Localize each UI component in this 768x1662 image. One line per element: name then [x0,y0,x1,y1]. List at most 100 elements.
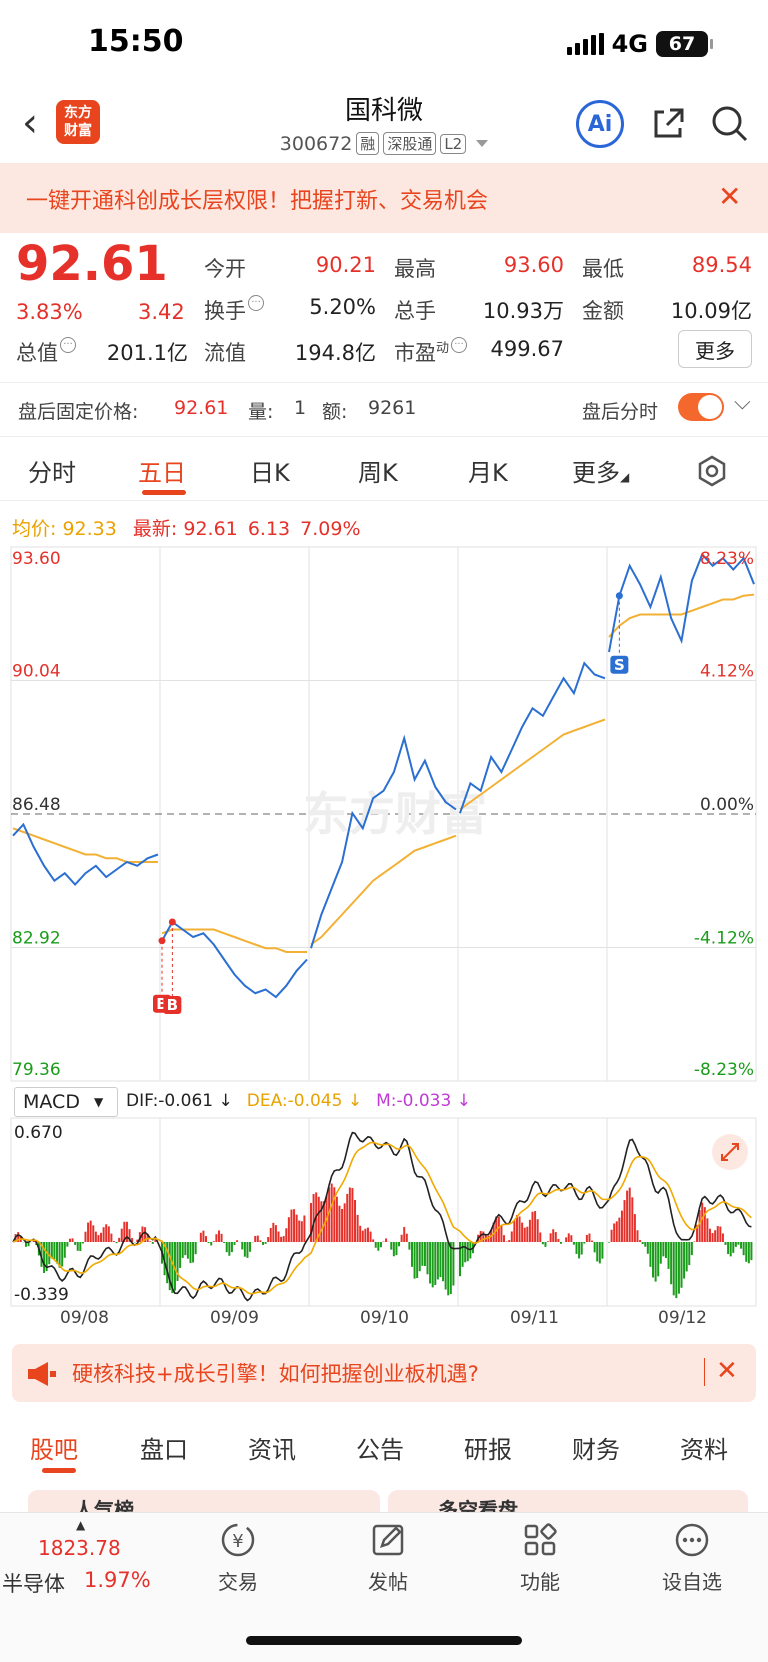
tab-research[interactable]: 研报 [464,1436,512,1464]
after-hours-toggle[interactable] [678,393,724,421]
index-value[interactable]: 1823.78 [38,1536,121,1560]
macd-dea-line [12,1141,752,1295]
tab-profile[interactable]: 资料 [680,1436,728,1464]
avg-value: 92.33 [62,518,117,540]
chevron-down-icon[interactable]: ⌵ [734,390,751,415]
open-value: 90.21 [315,253,376,277]
tab-financials[interactable]: 财务 [572,1436,620,1464]
signal-icon [566,33,604,55]
stock-code: 300672 [279,132,353,155]
tab-announcements[interactable]: 公告 [356,1436,404,1464]
price-line [161,920,308,999]
info-icon[interactable]: ··· [60,337,76,353]
price-line [608,552,755,653]
settings-gear-icon[interactable] [696,455,728,487]
high-value: 93.60 [503,253,564,277]
macd-bottom-label: -0.339 [14,1285,69,1305]
back-icon[interactable]: ‹ [22,100,38,146]
after-hours-amt: 9261 [368,397,417,419]
megaphone-icon [28,1362,56,1386]
float-cap-value: 194.8亿 [294,341,376,365]
index-name[interactable]: 半导体 [2,1572,65,1596]
expand-icon[interactable] [721,1143,739,1161]
y-tick-label: 90.04 [12,662,61,682]
share-icon[interactable] [650,104,688,142]
after-hours-vol-label: 量: [248,401,274,423]
change-percent: 3.83% [16,300,83,324]
turnover-label[interactable]: 换手 ··· [204,295,264,325]
five-day-chart[interactable]: 东方财富 BB S 93.60 8.23% 90.04 4.12% 86.48 0.00% 8… [0,540,768,1320]
after-hours-label: 盘后固定价格: [18,401,139,423]
y-tick-label: 82.92 [12,929,61,949]
divider [0,436,768,437]
promo-banner[interactable] [0,163,768,233]
functions-label: 功能 [520,1570,560,1594]
close-icon[interactable]: ✕ [716,1356,738,1386]
edit-icon [372,1524,404,1556]
y-tick-label: 86.48 [12,795,61,815]
tab-news[interactable]: 资讯 [248,1436,296,1464]
post-button[interactable]: 发帖 [328,1520,448,1595]
divider [0,382,768,383]
after-hours-vol: 1 [294,397,307,419]
battery-icon: 67 [656,31,713,57]
after-hours-price: 92.61 [174,397,229,419]
long-short-card[interactable]: 多空看盘 [388,1490,748,1522]
y-pct-label: 8.23% [700,549,754,569]
total-cap-value: 201.1亿 [106,341,188,365]
current-price: 92.61 [16,236,168,292]
svg-text:¥: ¥ [232,1531,243,1552]
search-icon[interactable] [710,104,750,144]
y-pct-label: 4.12% [700,662,754,682]
open-label: 今开 [204,257,246,281]
avg-label: 均价: [12,518,57,540]
tab-weekly-k[interactable]: 周K [358,459,398,487]
tab-intraday[interactable]: 分时 [28,459,76,487]
popularity-card[interactable]: 人气榜 [28,1490,380,1522]
high-label: 最高 [394,257,436,281]
date-label: 09/08 [60,1308,109,1328]
info-icon[interactable]: ··· [451,337,468,353]
total-cap-label[interactable]: 总值 ··· [16,337,76,367]
volume-label: 总手 [394,299,436,323]
dropdown-caret-icon [476,140,489,147]
tab-more[interactable]: 更多◢ [572,459,630,487]
add-watchlist-button[interactable]: 设自选 [632,1520,752,1595]
float-cap-label: 流值 [204,341,246,365]
banner-text[interactable]: 一键开通科创成长层权限！把握打新、交易机会 [26,189,489,214]
date-label: 09/11 [510,1308,559,1328]
price-line [12,822,159,886]
index-pct[interactable]: 1.97% [84,1568,151,1592]
y-pct-label: -8.23% [694,1060,754,1080]
tag-connect: 深股通 [383,132,437,155]
trade-marker-badge [610,655,629,674]
more-button[interactable]: 更多 [678,330,752,368]
amount-label: 金额 [582,299,624,323]
status-indicators: 4G 67 [566,30,713,58]
close-icon[interactable]: ✕ [718,180,742,213]
tab-forum[interactable]: 股吧 [30,1436,78,1464]
ai-assistant-button[interactable]: Ai [576,100,624,148]
tab-order-book[interactable]: 盘口 [140,1436,188,1464]
tab-five-day[interactable]: 五日 [138,459,186,487]
low-label: 最低 [582,257,624,281]
trade-marker-label: B [156,995,167,1013]
stock-subtitle[interactable]: 300672 融 深股通 L2 [0,132,768,155]
pe-label[interactable]: 市盈动 ··· [394,337,468,367]
divider [704,1358,705,1386]
trade-button[interactable]: ¥ 交易 [178,1520,298,1595]
promo-strip[interactable] [12,1344,756,1402]
app-logo[interactable]: 东方 财富 [56,100,100,144]
avg-price-line [12,827,158,863]
tab-monthly-k[interactable]: 月K [468,459,508,487]
promo-text[interactable]: 硬核科技+成长引擎！如何把握创业板机遇? [72,1362,479,1386]
info-icon[interactable]: ··· [248,295,264,311]
latest-value: 92.61 [183,518,238,540]
functions-button[interactable]: 功能 [480,1520,600,1595]
indicator-select[interactable]: MACD ▼ [14,1087,118,1117]
watermark: 东方财富 [303,787,487,841]
tab-daily-k[interactable]: 日K [250,459,290,487]
caret-up-icon: ▲ [76,1518,86,1532]
macd-panel-frame [10,1117,757,1307]
latest-pct: 7.09% [300,518,361,540]
